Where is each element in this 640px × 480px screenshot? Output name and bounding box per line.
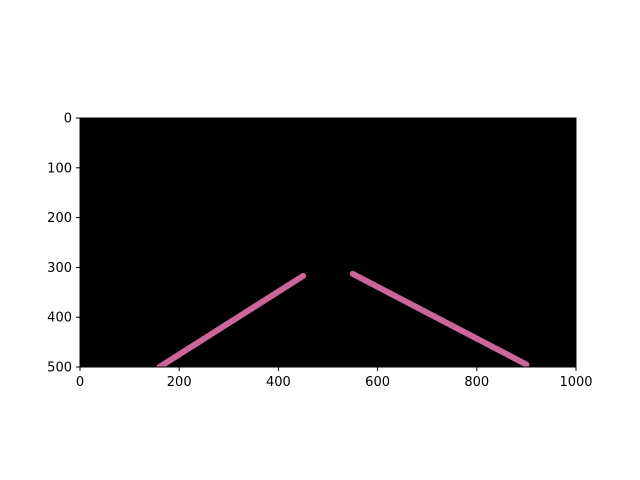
- y-tick-label: 100: [47, 161, 72, 176]
- y-tick-label: 200: [47, 211, 72, 226]
- x-tick-label: 200: [167, 375, 192, 390]
- x-tick-label: 0: [76, 375, 84, 390]
- plot-frame: [79, 117, 577, 368]
- y-axis: 0 100 200 300 400 500: [47, 112, 80, 376]
- x-tick-label: 1000: [559, 375, 592, 390]
- x-tick-label: 600: [365, 375, 390, 390]
- x-tick-label: 800: [464, 375, 489, 390]
- y-tick-label: 400: [47, 311, 72, 326]
- x-tick-label: 400: [266, 375, 291, 390]
- lane-line-2: [349, 270, 530, 367]
- y-tick-label: 300: [47, 261, 72, 276]
- y-tick-label: 500: [47, 361, 72, 376]
- y-tick-label: 0: [64, 112, 72, 127]
- plot-area: [80, 118, 576, 367]
- x-axis: 0 200 400 600 800 1000: [76, 367, 593, 390]
- lane-line-1: [156, 272, 307, 367]
